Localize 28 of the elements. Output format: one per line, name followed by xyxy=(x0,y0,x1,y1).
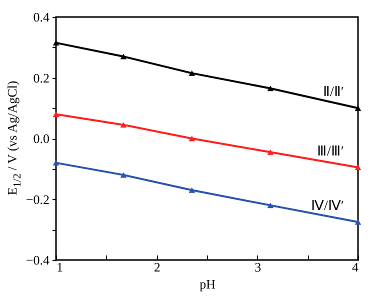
point xyxy=(188,136,196,142)
point xyxy=(267,202,274,208)
point xyxy=(120,54,127,60)
point xyxy=(267,149,274,155)
point xyxy=(52,160,60,166)
x-tick-label: 4 xyxy=(352,260,359,274)
point xyxy=(354,219,362,225)
series-label: Ⅲ/Ⅲ′ xyxy=(317,144,344,160)
point xyxy=(52,111,60,117)
point xyxy=(354,164,362,170)
y-tick-label: 0.4 xyxy=(33,10,50,24)
point xyxy=(52,40,60,46)
y-tick-label: −0.2 xyxy=(26,192,50,207)
series-label: Ⅱ/Ⅱ′ xyxy=(323,85,344,100)
point xyxy=(188,187,196,193)
point xyxy=(354,105,362,111)
y-tick-label: 0.2 xyxy=(33,70,50,86)
point xyxy=(267,86,274,92)
x-tick-label: 2 xyxy=(154,260,160,274)
series-label: Ⅳ/Ⅳ′ xyxy=(311,199,344,214)
x-axis-title: pH xyxy=(200,276,216,292)
point xyxy=(120,172,127,178)
y-tick-label: −0.4 xyxy=(26,252,50,268)
x-tick-label: 3 xyxy=(254,260,262,274)
y-tick-label: 0.0 xyxy=(33,131,50,146)
point xyxy=(188,70,196,76)
x-tick-label: 1 xyxy=(56,260,63,274)
point xyxy=(120,122,127,128)
